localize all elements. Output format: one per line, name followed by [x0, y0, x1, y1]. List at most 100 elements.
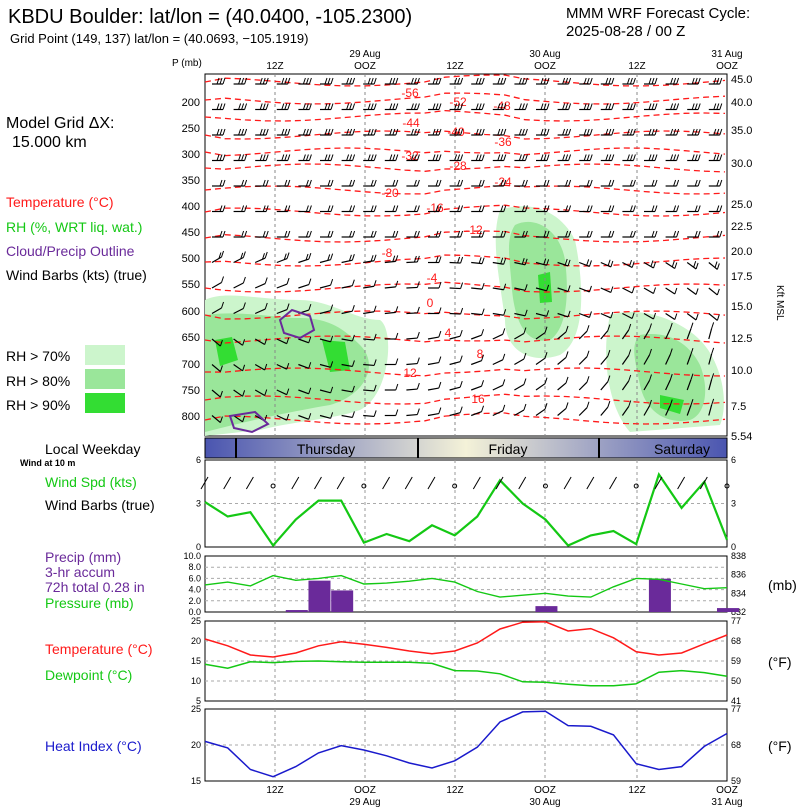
- wind-barb: [665, 354, 671, 365]
- wind-barb-flag: [438, 330, 442, 338]
- temp-legend-2: Temperature (°C): [45, 641, 153, 657]
- wind-barb-flag: [716, 128, 720, 136]
- wind-barb: [233, 307, 244, 315]
- wind-barb-flag: [611, 230, 615, 238]
- wind-barb-flag: [265, 205, 269, 212]
- wind-barb-flag: [308, 103, 312, 110]
- wind-barb-flag: [438, 381, 442, 389]
- temperature-tick: 25: [191, 616, 201, 626]
- temperature-legend: Temperature (°C): [6, 194, 114, 210]
- wind-barb-flag: [521, 205, 525, 212]
- wind-barb-flag: [697, 77, 701, 85]
- wind-barb-flag: [410, 154, 414, 161]
- wind-barb-flag: [349, 103, 353, 110]
- local-weekday-label: Local Weekday: [45, 441, 141, 457]
- wind-barb: [211, 389, 221, 398]
- temperature-contour-label: -16: [426, 201, 444, 215]
- wind-barb-flag: [611, 77, 615, 85]
- wind-barb: [211, 338, 221, 347]
- wind-barb: [211, 281, 222, 289]
- wind-barbs: [211, 77, 723, 424]
- wind-barb-flag: [608, 103, 612, 110]
- wind-barb-flag: [565, 325, 569, 333]
- wind-barb-flag: [286, 252, 290, 259]
- wind-barb: [471, 287, 483, 290]
- wind-barb-flag: [416, 255, 420, 263]
- wind-barb-flag: [395, 306, 399, 313]
- wind-barb-flag: [370, 128, 374, 136]
- wind-barb-flag: [392, 154, 396, 161]
- wind-barb-flag: [568, 230, 572, 238]
- wind-barb: [298, 338, 309, 344]
- wind-barb: [578, 356, 588, 365]
- wind-barb-flag: [281, 103, 285, 110]
- wind-barb-flag: [454, 77, 458, 85]
- wind-barb: [341, 389, 353, 393]
- wind-barb-flag: [348, 254, 352, 261]
- wind-barb-flag: [568, 103, 572, 110]
- wind-barb: [665, 287, 676, 295]
- wind-barb-flag: [711, 347, 715, 355]
- wind-barb-flag: [503, 154, 507, 161]
- wind-barb: [557, 261, 569, 267]
- wind-barb-flag: [241, 179, 245, 187]
- pressure-legend: Pressure (mb): [45, 595, 134, 611]
- wind-barb-flag: [543, 205, 547, 212]
- wind-barb-flag: [435, 179, 439, 187]
- wind-barb: [665, 379, 671, 391]
- wind-barb-flag: [264, 302, 268, 310]
- wind-barb-flag: [695, 288, 699, 295]
- wind-barb-flag: [568, 205, 572, 212]
- wind-barb-flag: [457, 256, 461, 264]
- wind-barb-flag: [586, 103, 590, 110]
- wind-barb-flag: [481, 103, 485, 110]
- wind-barb: [514, 261, 526, 266]
- wind-barb: [578, 381, 588, 391]
- wind-barb-flag: [395, 255, 399, 262]
- wind-barb-flag: [416, 331, 420, 339]
- wind-barb-flag: [583, 128, 587, 136]
- wind-barb-flag: [608, 128, 612, 136]
- wind-barb: [276, 308, 288, 315]
- wind-barb-flag: [241, 128, 245, 136]
- calm-wind-marker: [724, 483, 730, 489]
- temperature-contour: [204, 335, 726, 344]
- wind-barb-flag: [287, 103, 291, 110]
- wind-barb-flag: [460, 205, 464, 212]
- top-tick-label: OOZ: [534, 61, 556, 72]
- pressure-tick: 834: [731, 588, 746, 598]
- wind-barb-flag: [497, 103, 501, 110]
- wind-speed-tick-right: 0: [731, 542, 736, 552]
- wind-barb: [621, 380, 630, 391]
- wind-barb-flag: [327, 103, 331, 110]
- wind-barb-flag: [410, 77, 414, 85]
- wind-barb: [535, 383, 546, 391]
- temperature-tick: 20: [191, 636, 201, 646]
- pressure-tick-label: 500: [182, 253, 200, 265]
- wind-barb-flag: [543, 154, 547, 161]
- wind-barb-flag: [673, 154, 677, 161]
- wind-barb: [406, 388, 418, 391]
- wind-barb-flag: [416, 154, 420, 161]
- wind-barb-flag: [222, 128, 226, 136]
- wind-speed-tick: 3: [196, 499, 201, 509]
- temperature-contour: [204, 230, 726, 243]
- wind-barb-flag: [650, 260, 654, 267]
- wind-barb-flag: [719, 103, 723, 110]
- temperature-contour: [204, 92, 726, 105]
- wind-barb-flag: [327, 230, 331, 238]
- wind-barb: [363, 389, 375, 392]
- wind-barb-flag: [567, 285, 571, 292]
- wind-barb-flag: [373, 77, 377, 85]
- wind-barb-flag: [373, 384, 377, 392]
- heat-index-f-tick: 59: [731, 776, 741, 786]
- wind-barb-flag: [524, 154, 528, 161]
- wind-barb-flag: [586, 77, 590, 85]
- wind-barb-flag: [586, 376, 590, 383]
- wind-barb-flag: [262, 230, 266, 238]
- wind-barb-flag: [562, 154, 566, 161]
- wind-barb-flag: [330, 253, 334, 260]
- top-date-label: 30 Aug: [529, 49, 560, 60]
- wind-barb-flag: [543, 103, 547, 110]
- wind-barb-flag: [673, 103, 677, 110]
